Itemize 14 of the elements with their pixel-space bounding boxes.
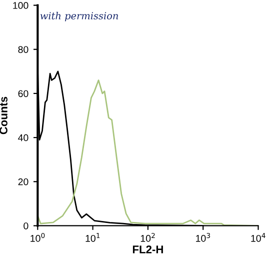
x-tick-label: 10$^{1}$ bbox=[86, 233, 100, 242]
y-tick-label: 100 bbox=[13, 2, 28, 9]
y-tick-label: 40 bbox=[18, 134, 28, 142]
x-tick-label: 10$^{2}$ bbox=[140, 232, 155, 242]
x-axis-title: FL2-H bbox=[132, 245, 163, 254]
x-tick-label: 10$^{3}$ bbox=[196, 232, 210, 242]
y-axis-title: Counts bbox=[0, 96, 8, 134]
annotation: with permission bbox=[40, 12, 118, 22]
x-tick-label: 10$^{0}$ bbox=[30, 232, 45, 242]
x-tick-label: 10$^{4}$ bbox=[251, 233, 266, 242]
y-tick-label: 20 bbox=[18, 178, 28, 186]
y-tick-label: 0 bbox=[24, 222, 28, 230]
y-tick-label: 60 bbox=[18, 90, 28, 98]
y-tick-label: 80 bbox=[18, 46, 28, 53]
